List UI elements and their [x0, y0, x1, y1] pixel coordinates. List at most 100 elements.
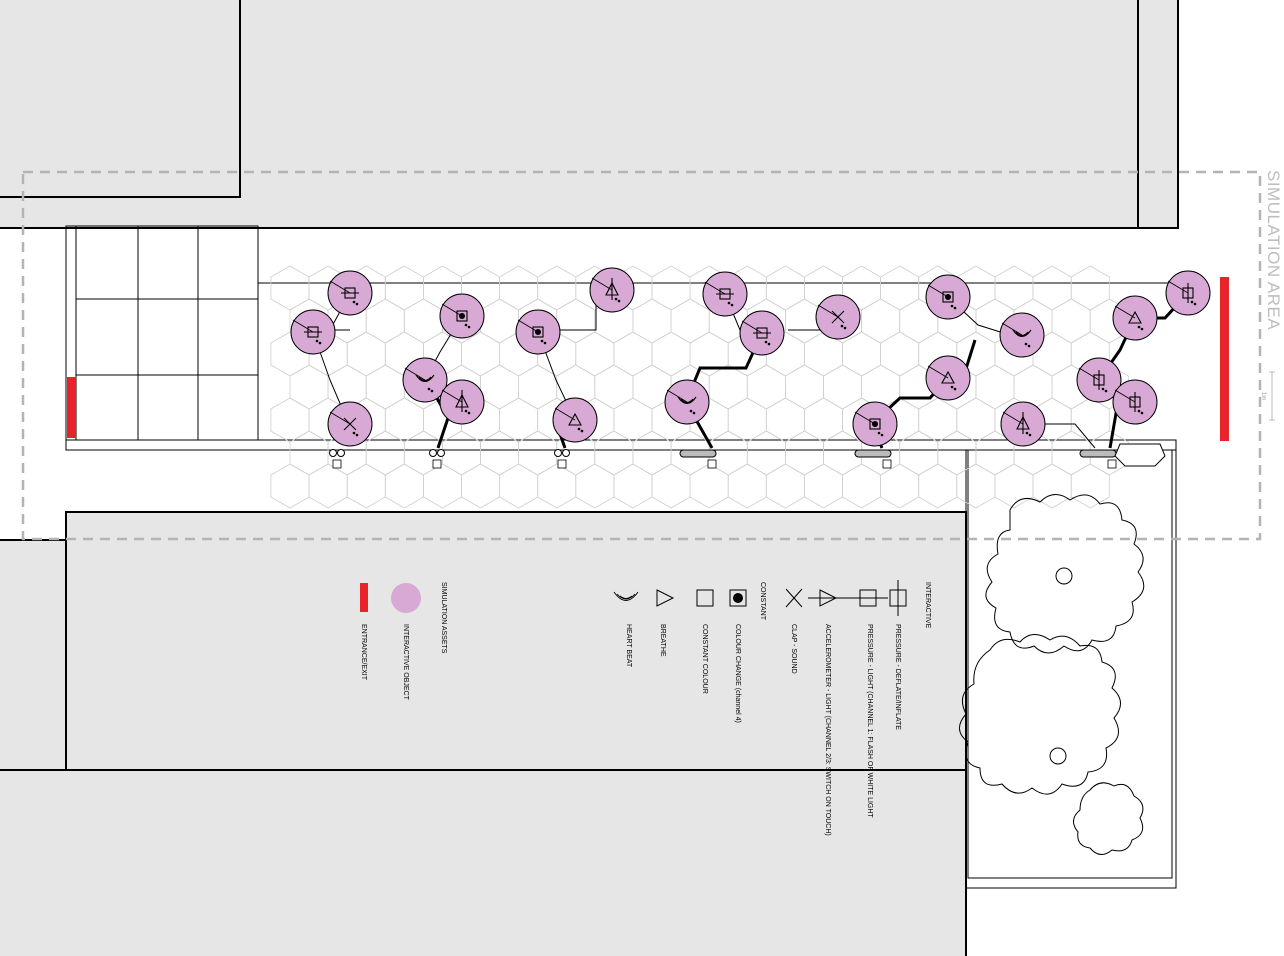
- legend-item-label: CONSTANT COLOUR: [701, 624, 708, 694]
- hex-cell: [727, 463, 767, 509]
- legend-item-label: BREATHE: [659, 624, 666, 657]
- hex-cell: [480, 298, 519, 344]
- interactive-object: [739, 310, 785, 356]
- buildings: [0, 0, 1179, 956]
- hex-cell: [880, 463, 920, 509]
- pressure-light-icon: [848, 589, 888, 607]
- interactive-object: [815, 294, 861, 340]
- hex-cell: [308, 463, 348, 509]
- hex-cell: [613, 331, 653, 377]
- legend-item-label: PRESSURE - DEFLATE/INFLATE: [894, 624, 901, 730]
- tree-canopy-lower: [959, 634, 1121, 795]
- sidewalk-edge: [65, 439, 1177, 451]
- tree-canopy-small: [1073, 782, 1144, 855]
- hex-cell: [499, 397, 539, 443]
- interactive-object: [1112, 379, 1158, 425]
- interactive-object: [290, 309, 336, 355]
- legend-item-label: CLAP - SOUND: [790, 624, 797, 674]
- tree-trunk-upper: [1055, 567, 1073, 585]
- legend-interactive-title: INTERACTIVE: [924, 582, 931, 629]
- pink-circle-icon: [391, 583, 421, 613]
- accelerometer-icon: [808, 589, 848, 607]
- tree-trunk-lower: [1049, 747, 1067, 765]
- building-lower-strip: [0, 769, 967, 956]
- interactive-object: [664, 379, 710, 425]
- hex-cell: [632, 430, 672, 476]
- corridor-structure: [65, 225, 1177, 889]
- hex-cell: [651, 463, 691, 509]
- hex-cell: [1070, 265, 1110, 311]
- hex-cell: [861, 298, 901, 344]
- legend-item-label: HEART BEAT: [625, 624, 632, 668]
- interactive-object: [702, 271, 748, 317]
- hex-cell: [956, 463, 996, 509]
- hex-cell: [499, 463, 539, 509]
- socket-marker: [329, 449, 345, 469]
- hex-cell: [365, 430, 405, 476]
- hex-cell: [746, 430, 786, 476]
- hex-cell: [880, 265, 920, 311]
- hex-cell: [956, 397, 996, 443]
- hex-cell: [480, 430, 519, 476]
- hex-cell: [346, 331, 386, 377]
- hex-cell: [689, 463, 729, 509]
- hex-cell: [994, 463, 1034, 509]
- hex-cell: [365, 364, 405, 410]
- socket-marker: [679, 449, 717, 469]
- interactive-object: [999, 312, 1045, 358]
- hex-cell: [880, 331, 920, 377]
- legend-item-label: PRESSURE - LIGHT (CHANNEL 1: FLASH OF WH…: [866, 624, 873, 818]
- interactive-object: [327, 401, 373, 447]
- hex-cell: [499, 265, 539, 311]
- hex-cell: [537, 265, 577, 311]
- interactive-object: [439, 379, 485, 425]
- legend-constant-title: CONSTANT: [759, 582, 766, 621]
- legend-assets-title: SIMULATION ASSETS: [440, 582, 447, 654]
- tree-canopy-upper: [985, 494, 1145, 654]
- hex-cell: [918, 463, 958, 509]
- legend-item-label: COLOUR CHANGE (channel 4): [734, 624, 741, 723]
- socket-marker: [854, 449, 892, 469]
- interactive-object: [925, 355, 971, 401]
- hex-cell: [708, 364, 748, 410]
- hex-cell: [518, 364, 558, 410]
- hex-cell: [289, 430, 329, 476]
- hex-cell: [1051, 298, 1091, 344]
- hex-cell: [804, 397, 843, 443]
- hex-cell: [765, 265, 805, 311]
- interactive-object: [439, 293, 485, 339]
- interactive-object: [1112, 295, 1158, 341]
- red-bar-icon: [360, 583, 368, 612]
- entrance-exit-left: [67, 377, 76, 438]
- socket-marker: [429, 449, 445, 469]
- hex-cell: [384, 397, 424, 443]
- hex-cell: [918, 397, 958, 443]
- hex-cell: [403, 298, 443, 344]
- interactive-objects: [290, 267, 1211, 447]
- building-top-right-annex: [1137, 0, 1179, 229]
- hex-cell: [346, 463, 386, 509]
- hex-cell: [632, 298, 672, 344]
- left-grid-platform: [75, 225, 259, 441]
- interactive-object: [402, 357, 448, 403]
- interactive-object: [1165, 270, 1211, 316]
- hex-cell: [422, 463, 462, 509]
- object-base-markers: [329, 443, 1166, 469]
- hex-cell: [823, 364, 862, 410]
- hex-cell: [804, 463, 843, 509]
- triangle-icon: [656, 589, 675, 607]
- hex-cell: [1032, 265, 1072, 311]
- legend-item-label: ACCELEROMETER - LIGHT (CHANNEL 2/3: SWIT…: [824, 624, 831, 836]
- hex-cell: [1070, 463, 1110, 509]
- hex-cell: [461, 463, 501, 509]
- hex-cell: [937, 430, 977, 476]
- hex-cell: [785, 364, 824, 410]
- hex-cell: [670, 298, 710, 344]
- simulation-area-label: SIMULATION AREA: [1264, 170, 1283, 330]
- hex-cell: [575, 463, 615, 509]
- hex-cell: [594, 430, 634, 476]
- hex-cell: [746, 364, 786, 410]
- socket-marker: [554, 449, 570, 469]
- interactive-object: [852, 401, 898, 447]
- interactive-object: [515, 309, 561, 355]
